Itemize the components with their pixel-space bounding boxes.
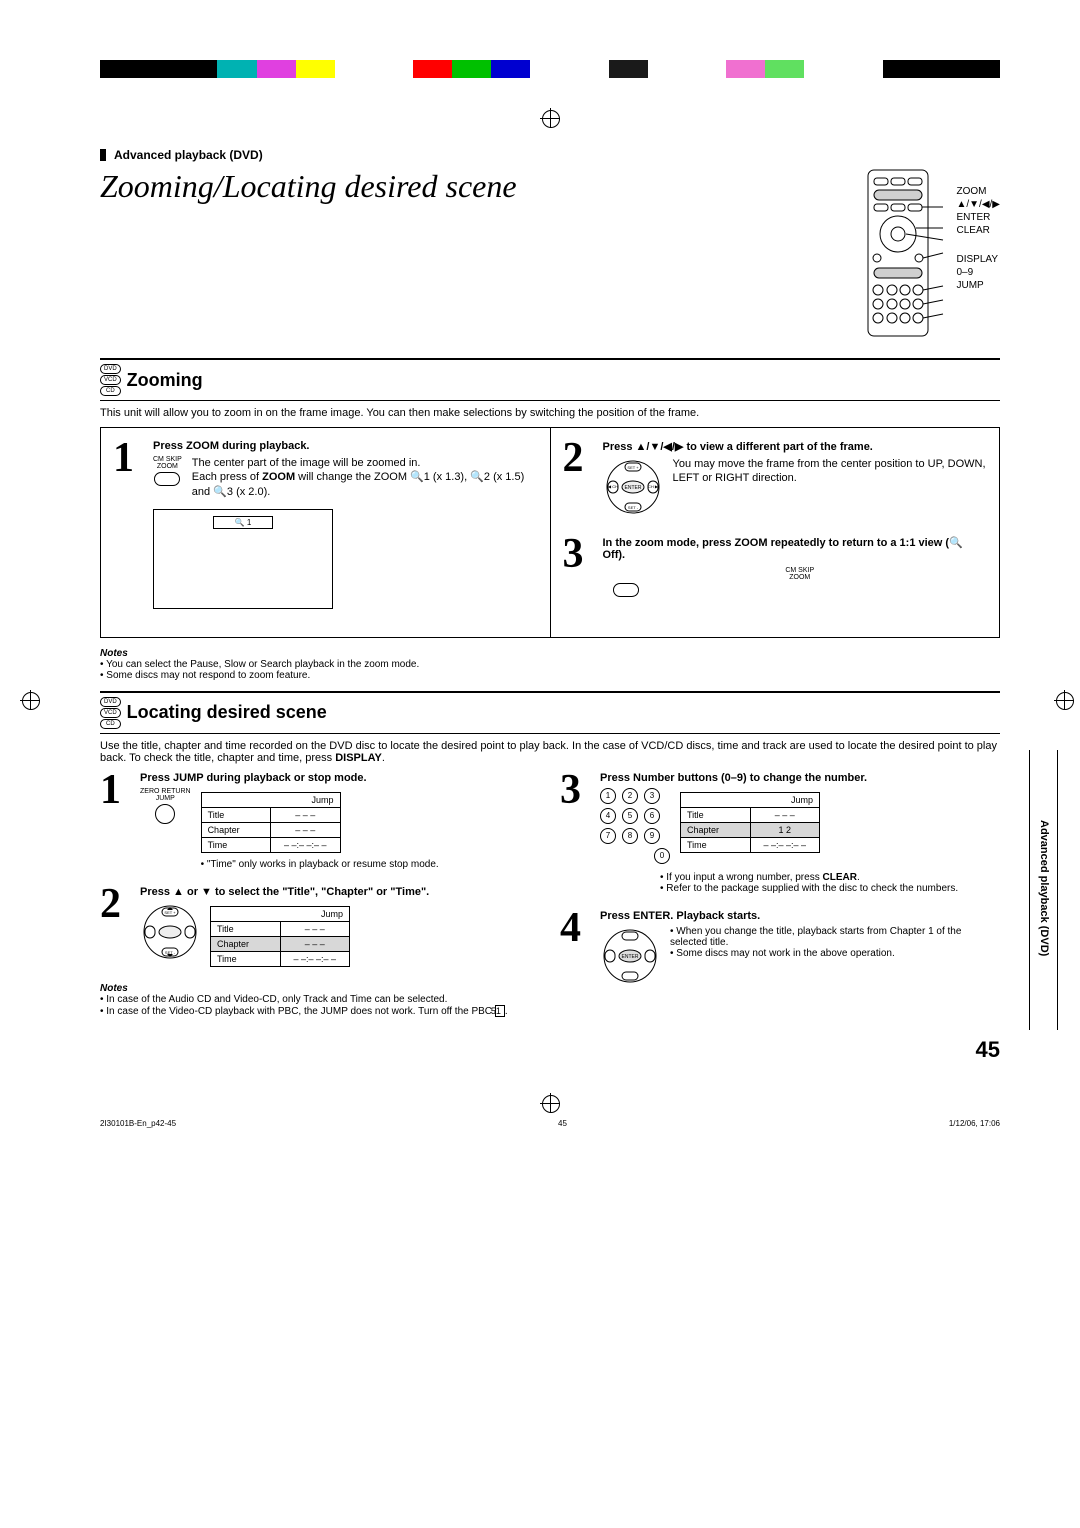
footer-left: 2I30101B-En_p42-45 bbox=[100, 1119, 176, 1128]
dpad-icon-2: SET + SET - bbox=[140, 902, 200, 962]
remote-label-jump: JUMP bbox=[956, 280, 1000, 291]
zoom3-btn-label1: CM SKIP bbox=[613, 567, 988, 574]
zooming-notes-title: Notes bbox=[100, 648, 1000, 659]
registration-row-top bbox=[100, 108, 1000, 128]
locating-intro: Use the title, chapter and time recorded… bbox=[100, 740, 1000, 764]
remote-label-enter: ENTER bbox=[956, 212, 1000, 223]
page-number: 45 bbox=[100, 1037, 1000, 1063]
footer-right: 1/12/06, 17:06 bbox=[949, 1119, 1000, 1128]
jump-button-icon bbox=[155, 804, 175, 824]
loc-disc-badge-dvd: DVD bbox=[100, 697, 121, 707]
locating-section-bar: DVD VCD CD Locating desired scene bbox=[100, 691, 1000, 734]
loc-step2-title: Press ▲ or ▼ to select the "Title", "Cha… bbox=[140, 886, 540, 898]
remote-illustration: ZOOM ▲/▼/◀/▶ ENTER CLEAR DISPLAY 0–9 JUM… bbox=[858, 168, 1000, 338]
zoom-step1-text1: The center part of the image will be zoo… bbox=[192, 456, 538, 470]
print-color-bar bbox=[100, 60, 1000, 78]
zoom-button-icon bbox=[154, 472, 180, 486]
loc-step1-title: Press JUMP during playback or stop mode. bbox=[140, 772, 540, 784]
loc4-bullet2: • Some discs may not work in the above o… bbox=[670, 948, 1000, 959]
page-title: Zooming/Locating desired scene bbox=[100, 168, 517, 205]
loc-step4-title: Press ENTER. Playback starts. bbox=[600, 910, 1000, 922]
loc3-bullet1: • If you input a wrong number, press CLE… bbox=[660, 872, 1000, 883]
zoom-step3-title: In the zoom mode, press ZOOM repeatedly … bbox=[603, 536, 988, 561]
zoom-step1-title: Press ZOOM during playback. bbox=[153, 440, 538, 452]
zooming-note1: You can select the Pause, Slow or Search… bbox=[100, 659, 1000, 670]
loc-step1-num: 1 bbox=[100, 772, 130, 870]
svg-text:SET +: SET + bbox=[164, 910, 176, 915]
zoom-step2-num: 2 bbox=[563, 440, 593, 520]
remote-label-display: DISPLAY bbox=[956, 254, 1000, 265]
remote-label-numbers: 0–9 bbox=[956, 267, 1000, 278]
remote-svg bbox=[858, 168, 948, 338]
zoom-step2-text: You may move the frame from the center p… bbox=[673, 457, 988, 486]
svg-text:CH ▶: CH ▶ bbox=[648, 484, 659, 489]
loc1-btn-label1: ZERO RETURN bbox=[140, 788, 191, 795]
disc-badge-vcd: VCD bbox=[100, 375, 121, 385]
loc3-jump-table: Jump Title– – – Chapter1 2 Time– –:– –:–… bbox=[680, 792, 820, 853]
zoom3-btn-label2: ZOOM bbox=[613, 574, 988, 581]
breadcrumb-header: Advanced playback (DVD) bbox=[100, 148, 1000, 162]
svg-text:SET -: SET - bbox=[627, 505, 638, 510]
remote-label-clear: CLEAR bbox=[956, 225, 1000, 236]
side-tab: Advanced playback (DVD) bbox=[1038, 820, 1050, 956]
disc-badge-cd: CD bbox=[100, 386, 121, 396]
loc2-jump-table: Jump Title– – – Chapter– – – Time– –:– –… bbox=[210, 906, 350, 967]
locating-title: Locating desired scene bbox=[127, 702, 327, 723]
footer: 2I30101B-En_p42-45 45 1/12/06, 17:06 bbox=[100, 1113, 1000, 1128]
loc-step3-title: Press Number buttons (0–9) to change the… bbox=[600, 772, 1000, 784]
registration-mark-left bbox=[20, 690, 40, 710]
zoom-step1-text2: Each press of ZOOM will change the ZOOM … bbox=[192, 470, 538, 499]
zoom-step1-num: 1 bbox=[113, 440, 143, 609]
loc4-bullet1: • When you change the title, playback st… bbox=[670, 926, 1000, 948]
loc-disc-badge-vcd: VCD bbox=[100, 708, 121, 718]
side-tab-line bbox=[1029, 750, 1030, 1030]
zoom3-button-icon bbox=[613, 583, 639, 597]
zooming-note2: Some discs may not respond to zoom featu… bbox=[100, 670, 1000, 681]
locating-notes-title: Notes bbox=[100, 983, 540, 994]
loc1-note: • "Time" only works in playback or resum… bbox=[201, 859, 540, 870]
svg-text:ENTER: ENTER bbox=[624, 485, 641, 491]
registration-row-bottom bbox=[100, 1093, 1000, 1113]
zooming-title: Zooming bbox=[127, 370, 203, 391]
remote-label-zoom: ZOOM bbox=[956, 186, 1000, 197]
breadcrumb-text: Advanced playback (DVD) bbox=[114, 148, 263, 162]
locating-note1: In case of the Audio CD and Video-CD, on… bbox=[100, 994, 540, 1005]
loc-step3-num: 3 bbox=[560, 772, 590, 894]
loc-step2-num: 2 bbox=[100, 886, 130, 967]
loc1-btn-label2: JUMP bbox=[140, 795, 191, 802]
loc-disc-badge-cd: CD bbox=[100, 719, 121, 729]
registration-mark-right bbox=[1054, 690, 1074, 710]
svg-text:SET +: SET + bbox=[627, 465, 639, 470]
locating-notes: Notes In case of the Audio CD and Video-… bbox=[100, 983, 540, 1017]
loc-step4-num: 4 bbox=[560, 910, 590, 989]
number-buttons-grid: 1 2 3 4 5 6 7 8 9 bbox=[600, 788, 670, 844]
zoom-screen-illustration: 🔍 1 bbox=[153, 509, 333, 609]
zoom-btn-label2: ZOOM bbox=[153, 463, 182, 470]
loc3-bullet2: • Refer to the package supplied with the… bbox=[660, 883, 1000, 894]
disc-badge-dvd: DVD bbox=[100, 364, 121, 374]
zoom-screen-label: 🔍 1 bbox=[213, 516, 273, 529]
svg-text:ENTER: ENTER bbox=[622, 954, 639, 960]
footer-center: 45 bbox=[558, 1119, 567, 1128]
remote-label-arrows: ▲/▼/◀/▶ bbox=[956, 199, 1000, 210]
registration-mark-bottom-icon bbox=[540, 1093, 560, 1113]
zooming-intro: This unit will allow you to zoom in on t… bbox=[100, 407, 1000, 419]
loc1-jump-table: Jump Title– – – Chapter– – – Time– –:– –… bbox=[201, 792, 341, 853]
dpad-enter-icon: ENTER bbox=[600, 926, 660, 986]
zoom-step3-num: 3 bbox=[563, 536, 593, 603]
zooming-steps-container: 1 Press ZOOM during playback. CM SKIP ZO… bbox=[100, 427, 1000, 638]
registration-mark-icon bbox=[540, 108, 560, 128]
zoom-step2-title: Press ▲/▼/◀/▶ to view a different part o… bbox=[603, 440, 988, 453]
side-tab-line2 bbox=[1057, 750, 1058, 1030]
locating-note2: In case of the Video-CD playback with PB… bbox=[100, 1005, 540, 1017]
dpad-icon: ENTER SET + SET - ◀ CH CH ▶ bbox=[603, 457, 663, 517]
zooming-notes: Notes You can select the Pause, Slow or … bbox=[100, 648, 1000, 681]
zooming-section-bar: DVD VCD CD Zooming bbox=[100, 358, 1000, 401]
svg-text:◀ CH: ◀ CH bbox=[608, 484, 618, 489]
zoom-btn-label1: CM SKIP bbox=[153, 456, 182, 463]
